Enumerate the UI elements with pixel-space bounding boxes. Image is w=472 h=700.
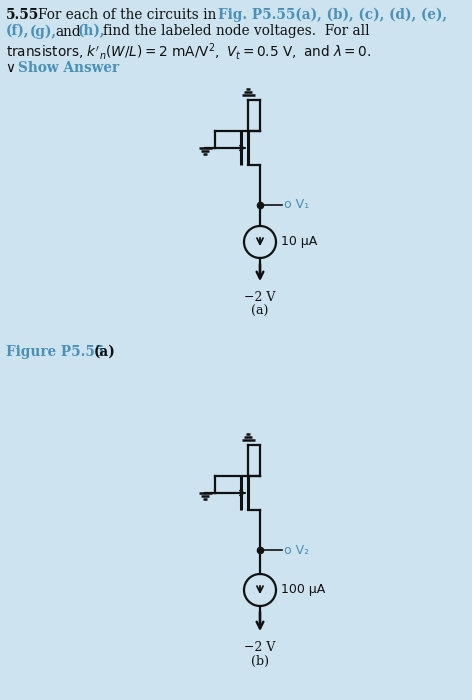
- Text: 10 μA: 10 μA: [281, 235, 317, 248]
- Text: transistors, $k'_n(W/L) = 2\ \mathrm{mA/V^2},\ V_t = 0.5\ \mathrm{V},\ \mathrm{a: transistors, $k'_n(W/L) = 2\ \mathrm{mA/…: [6, 41, 371, 62]
- Text: (f),: (f),: [6, 25, 29, 38]
- Text: (a): (a): [251, 305, 269, 318]
- Text: (h),: (h),: [78, 25, 106, 38]
- Text: −2 V: −2 V: [244, 291, 276, 304]
- Text: (a): (a): [94, 345, 116, 359]
- Text: Show Answer: Show Answer: [18, 62, 119, 76]
- Text: ∨: ∨: [6, 62, 25, 76]
- Text: −2 V: −2 V: [244, 641, 276, 654]
- Text: o V₂: o V₂: [284, 543, 309, 556]
- Text: Figure P5.55: Figure P5.55: [6, 345, 109, 359]
- Text: find the labeled node voltages.  For all: find the labeled node voltages. For all: [103, 25, 370, 38]
- Text: (b): (b): [251, 655, 269, 668]
- Text: 5.55: 5.55: [6, 8, 39, 22]
- Text: and: and: [55, 25, 81, 38]
- Text: (g),: (g),: [30, 25, 57, 39]
- Text: 100 μA: 100 μA: [281, 584, 325, 596]
- Text: Fig. P5.55(a), (b), (c), (d), (e),: Fig. P5.55(a), (b), (c), (d), (e),: [218, 8, 447, 22]
- Text: o V₁: o V₁: [284, 199, 309, 211]
- Text: For each of the circuits in: For each of the circuits in: [38, 8, 221, 22]
